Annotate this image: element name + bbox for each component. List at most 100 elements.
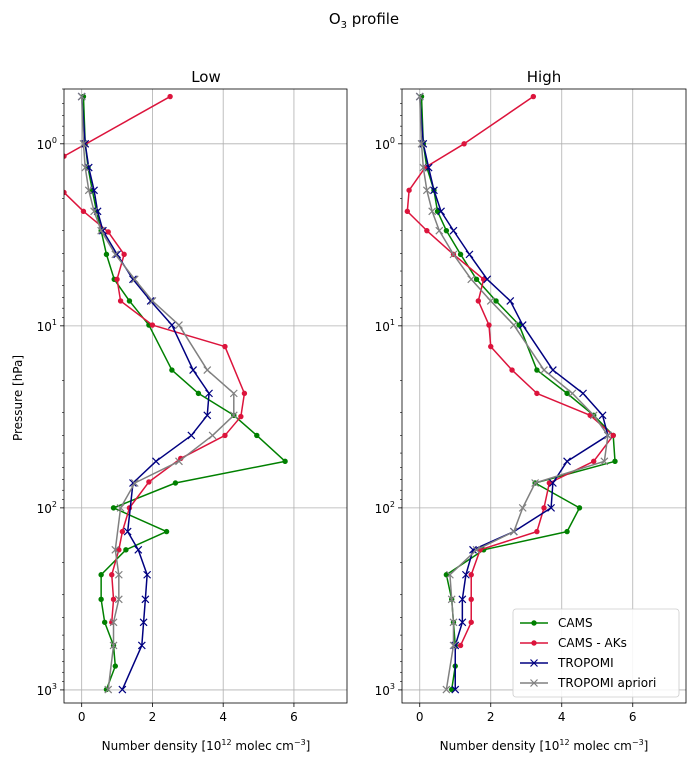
point-cams-aks <box>241 390 248 397</box>
point-tropomi-apriori <box>84 186 93 195</box>
point-cams-aks <box>117 298 124 304</box>
point-tropomi <box>187 431 196 440</box>
point-cams-aks <box>222 432 228 439</box>
point-tropomi <box>563 457 571 466</box>
series-line-cams-aks <box>406 95 614 646</box>
x-tick-label-low-0: 0 <box>78 710 86 724</box>
point-cams-aks <box>509 367 515 373</box>
point-tropomi <box>437 207 445 216</box>
point-cams <box>516 322 522 328</box>
point-tropomi-apriori <box>109 641 118 650</box>
point-tropomi-apriori <box>447 595 456 604</box>
point-cams <box>534 367 540 373</box>
point-cams-aks <box>222 343 228 350</box>
point-cams-aks <box>530 93 537 100</box>
point-tropomi-apriori <box>415 92 424 101</box>
point-tropomi-apriori <box>81 163 90 172</box>
legend-marker-3 <box>530 679 538 687</box>
point-cams-aks <box>109 572 115 578</box>
point-cams-aks <box>546 480 553 486</box>
point-tropomi <box>146 297 155 305</box>
point-tropomi <box>203 411 212 420</box>
point-cams <box>443 572 450 578</box>
point-cams <box>612 458 618 465</box>
figure-title: O3 profile <box>329 10 399 31</box>
point-tropomi-apriori <box>130 275 139 284</box>
point-cams-aks <box>105 229 111 235</box>
series-line-cams-aks <box>64 191 246 623</box>
point-tropomi-apriori <box>203 366 212 375</box>
point-tropomi-apriori <box>114 570 123 579</box>
point-tropomi <box>137 641 146 650</box>
point-cams-aks <box>404 208 411 215</box>
x-tick-label-high-2: 4 <box>558 710 566 724</box>
point-tropomi <box>123 527 132 536</box>
point-tropomi-apriori <box>449 250 458 259</box>
point-cams-aks <box>468 619 474 625</box>
point-tropomi-apriori <box>531 479 540 487</box>
point-cams-aks <box>534 390 540 397</box>
point-tropomi-apriori <box>449 618 458 627</box>
y-tick-label-low-3: 103 <box>37 682 57 698</box>
point-tropomi <box>506 297 515 305</box>
point-tropomi-apriori <box>472 545 481 554</box>
point-tropomi <box>451 685 460 694</box>
point-tropomi <box>548 366 557 375</box>
legend-marker-0 <box>531 620 537 626</box>
point-tropomi-apriori <box>417 139 426 148</box>
x-tick-label-low-3: 6 <box>290 710 298 724</box>
point-tropomi-apriori <box>111 250 120 259</box>
point-cams-aks <box>610 432 616 439</box>
point-cams-aks <box>64 189 67 196</box>
point-tropomi-apriori <box>130 479 139 487</box>
point-cams-aks <box>457 642 464 649</box>
point-tropomi <box>458 618 467 627</box>
panel-low-xlabel: Number density [1012 molec cm−3] <box>102 738 311 753</box>
point-cams-aks <box>461 141 467 147</box>
point-tropomi-apriori <box>467 275 476 284</box>
point-cams <box>195 390 202 397</box>
point-cams <box>473 276 480 282</box>
legend-label-1: CAMS - AKs <box>558 636 627 650</box>
series-line-tropomi-apriori <box>80 96 235 690</box>
legend: CAMS CAMS - AKs TROPOMI TROPOMI apriori <box>512 608 680 698</box>
point-tropomi-apriori <box>111 545 120 554</box>
point-cams <box>112 663 118 669</box>
point-cams-aks <box>475 298 482 304</box>
axes-frame-high <box>401 88 687 704</box>
point-cams-aks <box>114 276 120 282</box>
panel-high-xlabel: Number density [1012 molec cm−3] <box>440 738 649 753</box>
point-cams-aks <box>587 412 593 418</box>
legend-label-2: TROPOMI <box>557 656 614 670</box>
point-tropomi <box>547 503 556 512</box>
point-cams-aks <box>486 322 492 328</box>
point-tropomi-apriori <box>603 431 612 440</box>
point-cams-aks <box>110 596 117 603</box>
point-tropomi <box>469 545 477 554</box>
point-cams-aks <box>80 208 87 215</box>
point-cams-aks <box>116 547 122 553</box>
point-tropomi <box>167 321 176 329</box>
point-cams-aks <box>167 93 173 100</box>
y-tick-label-high-3: 103 <box>375 682 395 698</box>
point-cams <box>564 390 570 397</box>
point-tropomi <box>118 685 127 694</box>
point-tropomi <box>205 389 213 398</box>
point-tropomi-apriori <box>509 527 518 536</box>
point-cams <box>576 505 583 511</box>
legend-marker-1 <box>531 640 537 646</box>
point-cams-aks <box>468 572 474 578</box>
point-cams <box>443 227 450 234</box>
point-cams-aks <box>149 322 156 328</box>
point-tropomi-apriori <box>208 431 217 440</box>
point-tropomi-apriori <box>229 411 238 420</box>
point-cams <box>101 619 108 625</box>
legend-label-0: CAMS <box>558 616 593 630</box>
point-cams <box>254 432 260 439</box>
point-tropomi <box>449 226 458 235</box>
point-tropomi <box>598 411 607 420</box>
point-cams-aks <box>238 413 244 420</box>
point-tropomi-apriori <box>175 321 183 329</box>
point-cams <box>434 208 441 215</box>
point-tropomi-apriori <box>77 92 86 101</box>
